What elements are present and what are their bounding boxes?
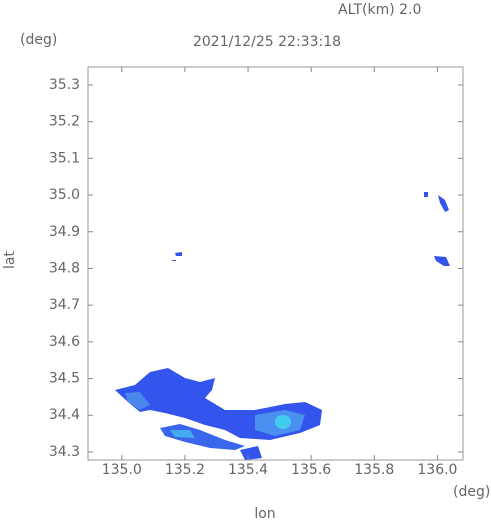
y-tick-label: 35.0 bbox=[49, 187, 80, 203]
echo-core bbox=[170, 430, 195, 438]
y-tick-label: 34.7 bbox=[49, 297, 80, 313]
y-tick-label: 34.6 bbox=[49, 334, 80, 350]
altitude-label: ALT(km) 2.0 bbox=[338, 2, 421, 18]
x-axis-label: lon bbox=[254, 506, 275, 521]
radar-echo bbox=[115, 192, 450, 460]
y-unit: (deg) bbox=[20, 32, 57, 48]
y-tick-label: 34.3 bbox=[49, 444, 80, 460]
x-tick-label: 135.0 bbox=[102, 462, 142, 478]
plot-frame bbox=[87, 66, 464, 461]
echo-area bbox=[172, 252, 182, 261]
chart-title: 2021/12/25 22:33:18 bbox=[193, 34, 341, 50]
y-tick-label: 34.5 bbox=[49, 371, 80, 387]
x-unit: (deg) bbox=[453, 484, 490, 500]
echo-area bbox=[240, 446, 262, 460]
y-tick-label: 35.2 bbox=[49, 114, 80, 130]
echo-area bbox=[424, 192, 450, 266]
y-tick-label: 34.8 bbox=[49, 260, 80, 276]
x-tick-label: 135.4 bbox=[228, 462, 268, 478]
y-axis-label: lat bbox=[2, 251, 18, 269]
x-tick-label: 135.2 bbox=[165, 462, 205, 478]
echo-core bbox=[275, 415, 291, 429]
echo-core bbox=[125, 392, 150, 410]
y-tick-label: 35.3 bbox=[49, 77, 80, 93]
x-tick-label: 135.8 bbox=[354, 462, 394, 478]
x-tick-label: 136.0 bbox=[417, 462, 457, 478]
y-tick-label: 35.1 bbox=[49, 150, 80, 166]
y-tick-label: 34.4 bbox=[49, 407, 80, 423]
x-tick-label: 135.6 bbox=[291, 462, 331, 478]
y-tick-label: 34.9 bbox=[49, 224, 80, 240]
